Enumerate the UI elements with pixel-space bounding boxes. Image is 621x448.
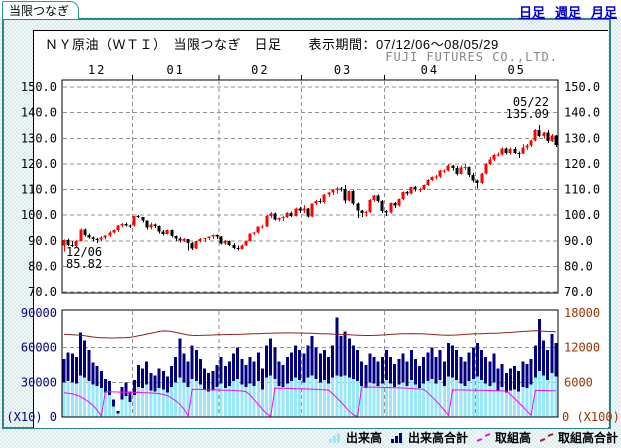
legend-volume-total: 出来高合計 bbox=[390, 429, 468, 446]
nav-monthly[interactable]: 月足 bbox=[590, 5, 617, 20]
legend-open-interest-label: 取組高 bbox=[494, 431, 531, 445]
legend-volume-total-label: 出来高合計 bbox=[407, 431, 468, 445]
volume-total-bars-icon bbox=[390, 433, 402, 443]
volume-bars-icon bbox=[328, 433, 340, 443]
legend-volume-label: 出来高 bbox=[345, 431, 382, 445]
legend-open-interest-total: 取組高合計 bbox=[539, 429, 618, 446]
open-interest-total-line-icon bbox=[539, 433, 554, 442]
chart-legend: 出来高 出来高合計 取組高 取組高合計 bbox=[328, 429, 618, 446]
tab-label: 当限つなぎ bbox=[9, 4, 70, 18]
open-interest-line-icon bbox=[476, 433, 491, 442]
company-name: FUJI FUTURES CO.,LTD. bbox=[385, 50, 558, 64]
nav-weekly[interactable]: 週足 bbox=[554, 5, 581, 20]
chart-title: ＮＹ原油（ＷＴＩ） 当限つなぎ 日足 表示期間：07/12/06～08/05/2… bbox=[45, 37, 499, 52]
period-nav: 日足 週足 月足 bbox=[509, 2, 617, 21]
legend-open-interest: 取組高 bbox=[476, 429, 531, 446]
legend-volume: 出来高 bbox=[328, 429, 382, 446]
tab-front-month-continuation[interactable]: 当限つなぎ bbox=[2, 1, 80, 19]
nav-daily[interactable]: 日足 bbox=[518, 5, 545, 20]
legend-open-interest-total-label: 取組高合計 bbox=[557, 431, 618, 445]
panel-frame bbox=[2, 18, 611, 429]
chart-card bbox=[33, 30, 608, 428]
